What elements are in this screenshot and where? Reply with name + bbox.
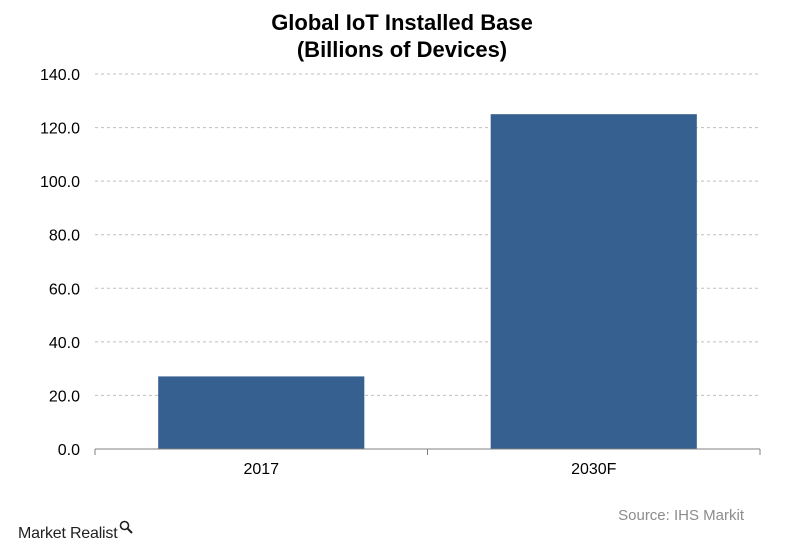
- bar-2017: [158, 376, 365, 449]
- market-realist-logo: Market Realist: [18, 520, 134, 543]
- y-tick-label: 60.0: [49, 281, 80, 298]
- y-tick-label: 20.0: [49, 388, 80, 405]
- y-tick-label: 0.0: [58, 442, 80, 459]
- bar-2030f: [490, 114, 697, 449]
- y-tick-label: 40.0: [49, 335, 80, 352]
- y-tick-label: 120.0: [40, 121, 80, 138]
- source-note: Source: IHS Markit: [618, 507, 744, 524]
- grid-lines: [95, 73, 760, 396]
- logo-text: Market Realist: [18, 524, 118, 542]
- x-tick-label: 2030F: [571, 461, 617, 478]
- magnifier-icon: [119, 520, 134, 539]
- chart-title: Global IoT Installed Base: [271, 10, 533, 35]
- y-tick-label: 100.0: [40, 174, 80, 191]
- chart-subtitle: (Billions of Devices): [297, 37, 507, 62]
- x-axis-ticks: 2017 2030F: [94, 449, 761, 478]
- bars: [158, 114, 697, 449]
- y-tick-label: 140.0: [40, 67, 80, 84]
- x-tick-label: 2017: [243, 461, 279, 478]
- y-tick-label: 80.0: [49, 228, 80, 245]
- y-axis-ticks: 0.0 20.0 40.0 60.0 80.0 100.0 120.0 140.0: [40, 67, 80, 459]
